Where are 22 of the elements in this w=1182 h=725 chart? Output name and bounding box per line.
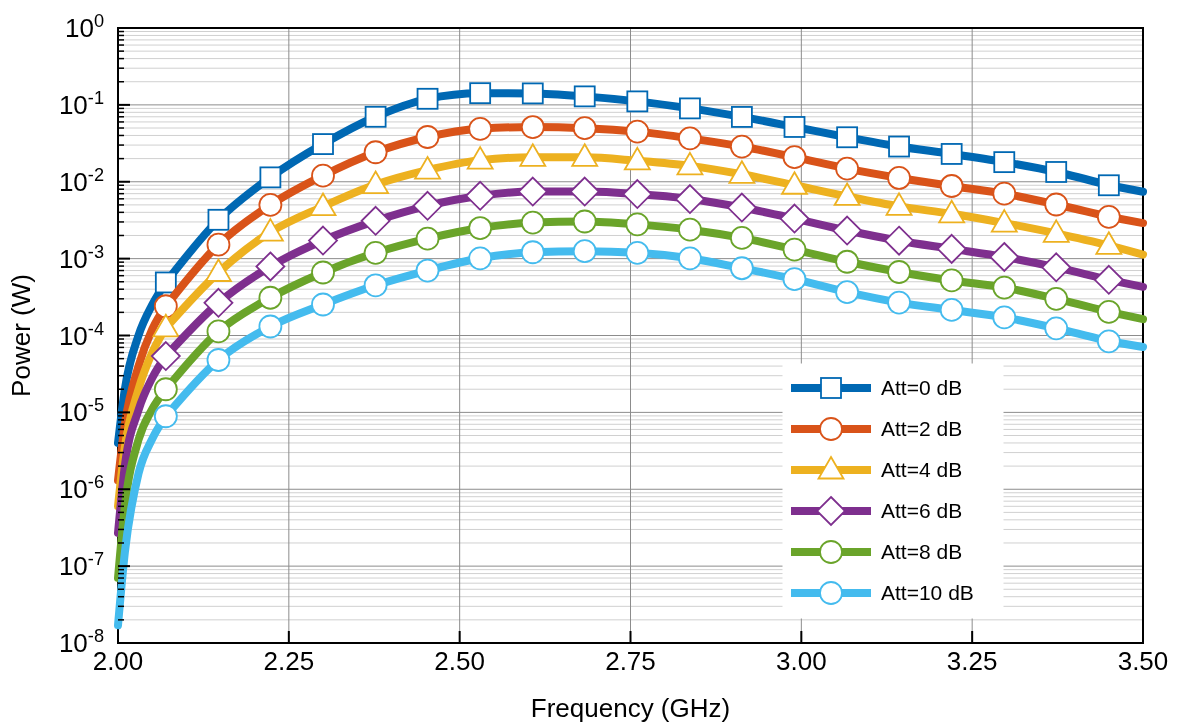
- y-tick-label: 10$^{-2}$: [58, 164, 104, 197]
- legend-label: Att=4 dB: [881, 458, 963, 481]
- y-tick-label: 10$^{-5}$: [58, 395, 104, 428]
- x-axis-title: Frequency (GHz): [530, 693, 731, 723]
- y-tick-label: 10$^{-4}$: [58, 318, 104, 351]
- x-tick-label: 3.50: [1117, 646, 1169, 676]
- x-tick-label: 3.00: [776, 646, 827, 676]
- y-tick-label: 10$^{-6}$: [58, 472, 104, 505]
- y-tick-label: 10$^{-7}$: [58, 549, 104, 582]
- y-axis-title: Power (W): [6, 274, 36, 397]
- x-tick-label: 2.75: [605, 646, 656, 676]
- legend-label: Att=8 dB: [881, 540, 963, 563]
- y-tick-label: 10$^{-1}$: [58, 87, 104, 120]
- x-tick-label: 2.25: [263, 646, 315, 676]
- y-tick-label: 10$^{-3}$: [58, 241, 104, 274]
- y-tick-label: 10$^{0}$: [64, 11, 104, 43]
- x-tick-label: 2.50: [434, 646, 485, 676]
- x-tick-label: 3.25: [946, 646, 998, 676]
- legend-label: Att=2 dB: [881, 417, 963, 440]
- legend-label: Att=6 dB: [881, 499, 963, 522]
- legend-label: Att=0 dB: [881, 376, 963, 399]
- legend-label: Att=10 dB: [881, 581, 974, 604]
